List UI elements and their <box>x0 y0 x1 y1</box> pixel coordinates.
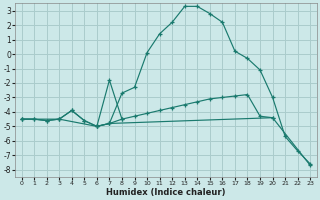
X-axis label: Humidex (Indice chaleur): Humidex (Indice chaleur) <box>106 188 226 197</box>
